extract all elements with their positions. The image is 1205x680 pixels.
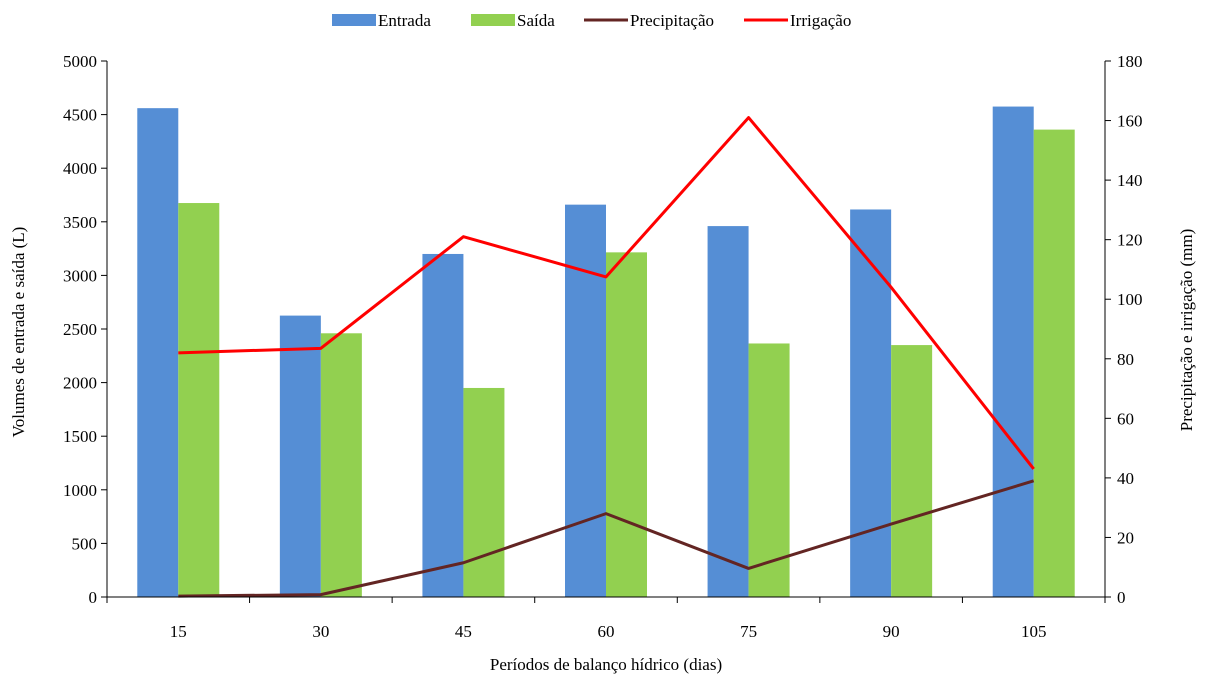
bar-entrada-30 (279, 315, 321, 597)
y2-tick-label: 40 (1117, 469, 1134, 488)
legend: Entrada Saída Precipitação Irrigação (332, 11, 851, 30)
x-tick-label: 105 (1021, 622, 1047, 641)
y-tick-label: 500 (72, 534, 98, 553)
legend-swatch-entrada (332, 14, 376, 26)
lines (178, 116, 1035, 598)
line-precipitação (178, 479, 1035, 598)
legend-label-saída: Saída (517, 11, 555, 30)
legend-swatch-saída (471, 14, 515, 26)
y2-tick-label: 180 (1117, 52, 1143, 71)
y-axis-title: Volumes de entrada e saída (L) (9, 227, 28, 438)
bar-saída-75 (748, 343, 790, 597)
y-tick-label: 1000 (63, 481, 97, 500)
bar-saída-30 (320, 333, 362, 597)
bar-entrada-90 (850, 209, 892, 598)
y-tick-label: 3500 (63, 213, 97, 232)
x-axis-title: Períodos de balanço hídrico (dias) (490, 655, 722, 674)
axes: 0500100015002000250030003500400045005000… (63, 52, 1143, 641)
bar-saída-105 (1033, 129, 1075, 597)
y-tick-label: 4000 (63, 159, 97, 178)
bar-entrada-60 (565, 204, 606, 597)
x-tick-label: 45 (455, 622, 472, 641)
x-tick-label: 15 (170, 622, 187, 641)
bar-entrada-45 (422, 253, 464, 597)
y-tick-label: 5000 (63, 52, 97, 71)
y-tick-label: 2000 (63, 374, 97, 393)
bar-saída-60 (606, 252, 647, 598)
x-tick-label: 60 (598, 622, 615, 641)
y2-tick-label: 160 (1117, 112, 1143, 131)
y-tick-label: 0 (89, 588, 98, 607)
y2-tick-label: 0 (1117, 588, 1126, 607)
bar-entrada-105 (992, 106, 1034, 597)
x-tick-label: 75 (740, 622, 757, 641)
bar-saída-15 (178, 203, 220, 598)
bars (137, 106, 1075, 598)
y2-axis-title: Precipitação e irrigação (mm) (1177, 229, 1196, 431)
y-tick-label: 4500 (63, 106, 97, 125)
y2-tick-label: 140 (1117, 171, 1143, 190)
y-tick-label: 3000 (63, 266, 97, 285)
legend-label-irrigação: Irrigação (790, 11, 851, 30)
y2-tick-label: 120 (1117, 231, 1143, 250)
y-tick-label: 1500 (63, 427, 97, 446)
x-tick-label: 90 (883, 622, 900, 641)
bar-saída-45 (463, 387, 505, 597)
y2-tick-label: 20 (1117, 528, 1134, 547)
bar-saída-90 (891, 345, 933, 597)
line-irrigação (178, 116, 1035, 470)
x-tick-label: 30 (312, 622, 329, 641)
legend-label-precipitação: Precipitação (630, 11, 714, 30)
bar-entrada-75 (707, 226, 749, 597)
y2-tick-label: 100 (1117, 290, 1143, 309)
y-tick-label: 2500 (63, 320, 97, 339)
legend-label-entrada: Entrada (378, 11, 431, 30)
y2-tick-label: 60 (1117, 409, 1134, 428)
y2-tick-label: 80 (1117, 350, 1134, 369)
bar-entrada-15 (137, 108, 179, 597)
